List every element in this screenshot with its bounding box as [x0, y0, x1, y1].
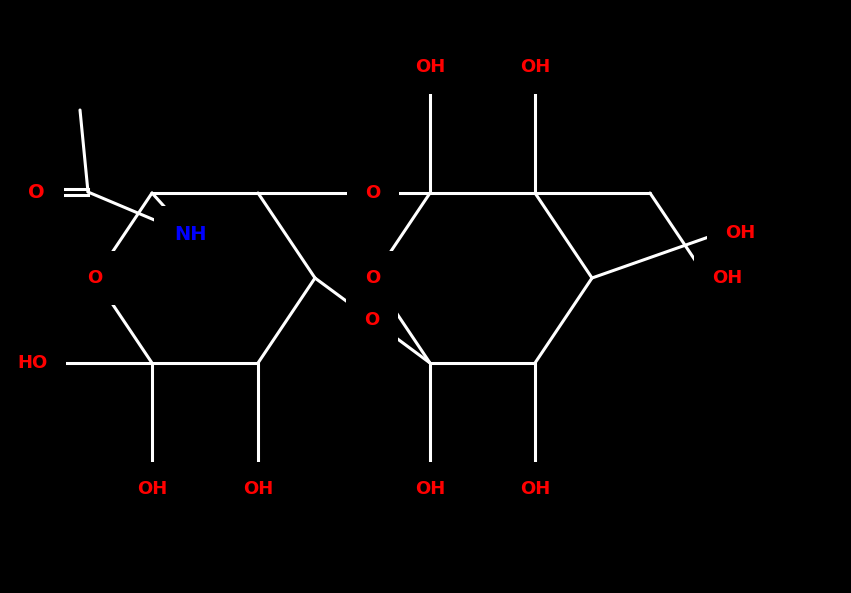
Text: NH: NH	[174, 225, 206, 244]
Text: OH: OH	[712, 269, 742, 287]
Text: OH: OH	[415, 58, 445, 76]
Text: O: O	[88, 269, 103, 287]
Text: O: O	[365, 269, 380, 287]
Text: OH: OH	[520, 480, 550, 498]
Text: OH: OH	[520, 58, 550, 76]
Text: O: O	[364, 311, 380, 329]
Text: OH: OH	[725, 224, 755, 242]
Text: HO: HO	[18, 354, 48, 372]
Text: O: O	[28, 183, 44, 202]
Text: OH: OH	[243, 480, 273, 498]
Text: OH: OH	[137, 480, 167, 498]
Text: O: O	[365, 184, 380, 202]
Text: OH: OH	[415, 480, 445, 498]
